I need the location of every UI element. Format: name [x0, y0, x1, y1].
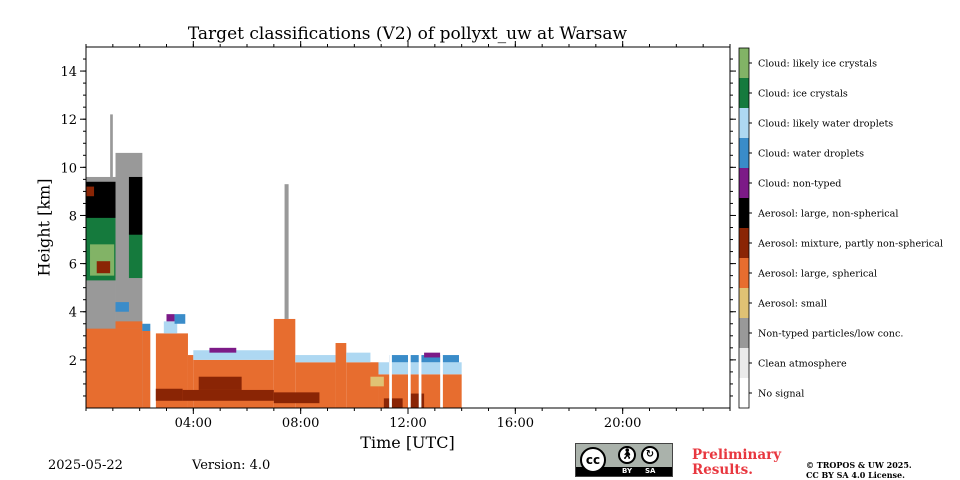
colorbar-label: Cloud: non-typed	[758, 179, 841, 190]
colorbar-segment	[739, 168, 749, 198]
class-region	[150, 47, 156, 408]
class-region	[193, 350, 274, 360]
cc-by-label: BY	[622, 467, 633, 475]
preliminary-results-label: Preliminary Results.	[692, 447, 782, 478]
cc-logo-icon: cc	[580, 447, 606, 473]
class-region	[346, 352, 371, 363]
cc-sa-label: SA	[645, 467, 656, 475]
class-region	[142, 323, 151, 331]
cc-badge-strip	[576, 467, 672, 476]
y-axis-label: Height [km]	[34, 178, 54, 277]
class-region	[86, 186, 95, 197]
class-region	[110, 114, 113, 177]
class-region	[86, 280, 116, 329]
y-tick-label: 10	[60, 161, 77, 176]
colorbar-label: Cloud: ice crystals	[758, 89, 848, 100]
x-tick-label: 04:00	[175, 416, 212, 431]
class-region	[408, 350, 411, 408]
attribution-person-icon: 🚶︎	[618, 446, 636, 464]
y-tick-label: 4	[69, 306, 77, 321]
y-tick-label: 14	[60, 65, 77, 80]
class-region	[153, 388, 183, 401]
x-tick-label: 08:00	[282, 416, 319, 431]
copyright-line-2: CC BY SA 4.0 License.	[806, 470, 905, 480]
colorbar-segment	[739, 348, 749, 378]
colorbar-label: Non-typed particles/low conc.	[758, 329, 903, 340]
class-region	[424, 352, 441, 358]
class-region	[115, 321, 143, 329]
class-region	[128, 176, 143, 235]
class-region	[389, 350, 392, 408]
y-tick-label: 8	[69, 209, 77, 224]
colorbar-label: No signal	[758, 389, 804, 400]
x-tick-label: 20:00	[604, 416, 641, 431]
colorbar-label: Cloud: likely ice crystals	[758, 59, 877, 70]
class-region	[295, 355, 336, 363]
colorbar-segment	[739, 258, 749, 288]
class-region	[182, 389, 274, 401]
colorbar-label: Cloud: likely water droplets	[758, 119, 893, 130]
class-region	[96, 261, 111, 274]
colorbar-label: Cloud: water droplets	[758, 149, 864, 160]
class-region	[273, 392, 320, 404]
colorbar-segment	[739, 138, 749, 168]
class-region	[284, 184, 289, 319]
class-region	[163, 321, 178, 334]
chart-title: Target classifications (V2) of pollyxt_u…	[187, 24, 628, 44]
x-tick-label: 12:00	[389, 416, 426, 431]
colorbar-segment	[739, 108, 749, 138]
colorbar-segment	[739, 378, 749, 408]
class-region	[273, 318, 296, 408]
x-axis-label: Time [UTC]	[360, 433, 455, 452]
date-label: 2025-05-22	[48, 458, 123, 473]
copyright-label: © TROPOS & UW 2025. CC BY SA 4.0 License…	[806, 460, 912, 480]
colorbar-segment	[739, 48, 749, 78]
class-region	[440, 350, 443, 408]
colorbar-segment	[739, 228, 749, 258]
class-region	[410, 393, 425, 408]
class-region	[166, 314, 175, 322]
copyright-line-1: © TROPOS & UW 2025.	[806, 460, 912, 470]
y-tick-label: 6	[69, 258, 77, 273]
colorbar-label: Aerosol: large, non-spherical	[757, 209, 898, 220]
class-region	[115, 302, 129, 312]
x-tick-label: 16:00	[497, 416, 534, 431]
class-region	[174, 314, 186, 324]
plot-area	[86, 47, 730, 408]
class-region	[86, 328, 143, 408]
class-region	[389, 355, 459, 363]
class-region	[418, 350, 422, 408]
class-region	[198, 376, 242, 390]
class-region	[370, 376, 384, 387]
colorbar-segment	[739, 288, 749, 318]
colorbar-label: Aerosol: mixture, partly non-spherical	[757, 239, 943, 250]
class-region	[209, 347, 237, 353]
colorbar-label: Aerosol: small	[757, 299, 827, 310]
y-tick-label: 2	[69, 354, 77, 369]
share-alike-icon: ↻	[641, 446, 659, 464]
y-tick-label: 12	[60, 113, 77, 128]
colorbar-segment	[739, 318, 749, 348]
class-region	[187, 355, 194, 408]
colorbar-label: Aerosol: large, spherical	[757, 269, 877, 280]
class-region	[335, 343, 347, 408]
class-region	[383, 398, 403, 408]
cc-license-badge: cc 🚶︎ ↻ BY SA	[575, 443, 673, 477]
version-label: Version: 4.0	[192, 458, 271, 473]
class-region	[128, 232, 143, 279]
colorbar-segment	[739, 198, 749, 228]
colorbar-label: Clean atmosphere	[758, 359, 847, 370]
colorbar-frame	[738, 47, 750, 409]
class-region	[142, 330, 151, 408]
colorbar-segment	[739, 78, 749, 108]
